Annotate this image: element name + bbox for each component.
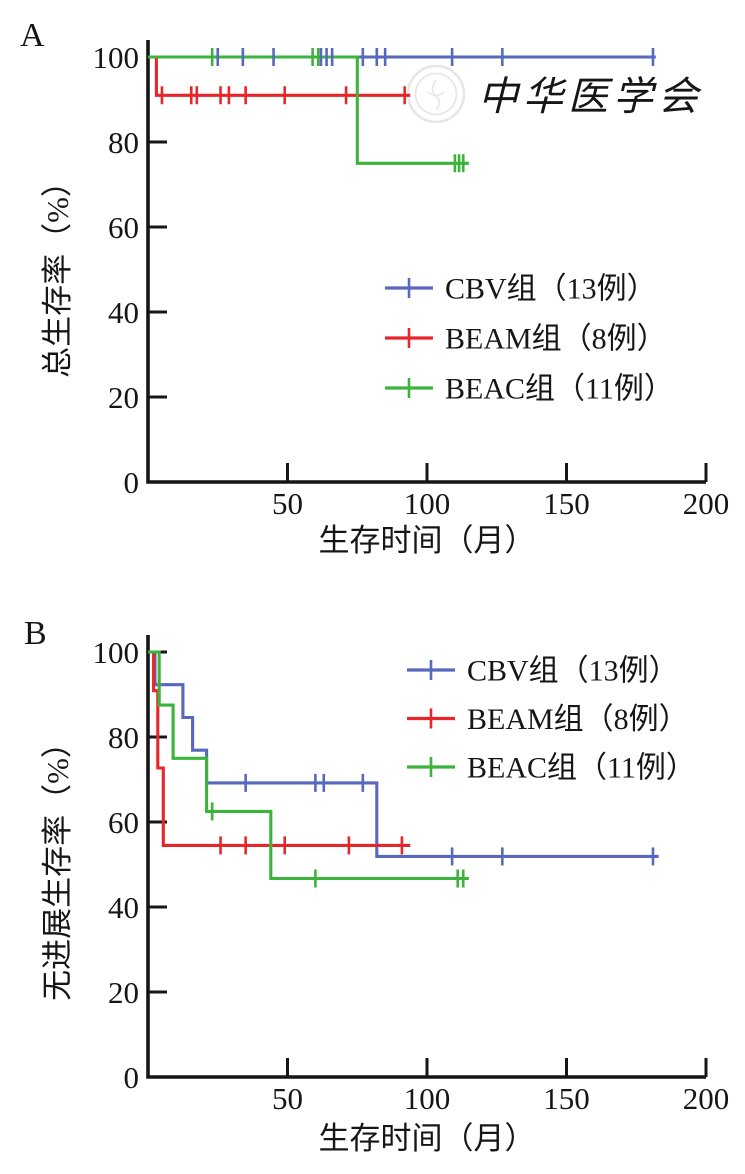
watermark: 中华医学会 [406, 64, 703, 124]
y-tick-label: 100 [93, 635, 140, 670]
y-tick-label: 20 [108, 380, 139, 415]
y-tick-label: 80 [108, 720, 139, 755]
y-axis-label: 无进展生存率（%） [40, 727, 75, 1001]
legend-label-beam: BEAM组（8例） [467, 703, 689, 736]
legend-label-cbv: CBV组（13例） [467, 655, 679, 688]
series-curve-beam [148, 55, 411, 97]
x-axis-label: 生存时间（月） [319, 1121, 536, 1156]
x-tick-label: 200 [683, 1081, 730, 1116]
x-tick-label: 150 [543, 1081, 590, 1116]
x-tick-label: 100 [404, 486, 451, 521]
x-axis-label: 生存时间（月） [319, 523, 536, 558]
legend-label-cbv: CBV组（13例） [445, 273, 657, 306]
panel-letter: A [20, 17, 45, 54]
axis-lines [146, 40, 706, 484]
y-tick-label: 0 [124, 1060, 140, 1095]
cma-seal-emblem [427, 79, 445, 111]
x-tick-label: 150 [543, 486, 590, 521]
x-tick-label: 200 [683, 486, 730, 521]
y-axis-label: 总生存率（%） [40, 166, 75, 378]
legend-label-beac: BEAC组（11例） [445, 373, 674, 406]
cma-seal-inner-ring [414, 72, 458, 116]
legend-label-beac: BEAC组（11例） [467, 752, 696, 785]
y-tick-label: 80 [108, 125, 139, 160]
y-tick-label: 40 [108, 890, 139, 925]
y-tick-label: 60 [108, 805, 139, 840]
axis-lines [146, 635, 706, 1079]
panel-a: A 中华医学会 0 20 40 60 80 100 50 100 150 200 生存时间（月） 总生存率… [20, 17, 729, 558]
series-curve-beam [148, 650, 411, 847]
cma-seal-icon [406, 64, 466, 124]
y-tick-label: 40 [108, 295, 139, 330]
panel-letter: B [24, 615, 47, 652]
legend-label-beam: BEAM组（8例） [445, 323, 667, 356]
panel-b: B 0 20 40 60 80 100 50 100 150 200 生存时间（月） 无进展生存率（%）… [24, 615, 729, 1156]
y-tick-label: 0 [124, 465, 140, 500]
series-curve-beac [148, 55, 469, 165]
x-tick-label: 50 [272, 1081, 303, 1116]
watermark-text: 中华医学会 [478, 74, 703, 119]
x-tick-label: 50 [272, 486, 303, 521]
y-tick-label: 60 [108, 210, 139, 245]
y-tick-label: 20 [108, 975, 139, 1010]
x-tick-label: 100 [404, 1081, 451, 1116]
series-curve-beac [148, 650, 469, 881]
y-tick-label: 100 [93, 40, 140, 75]
